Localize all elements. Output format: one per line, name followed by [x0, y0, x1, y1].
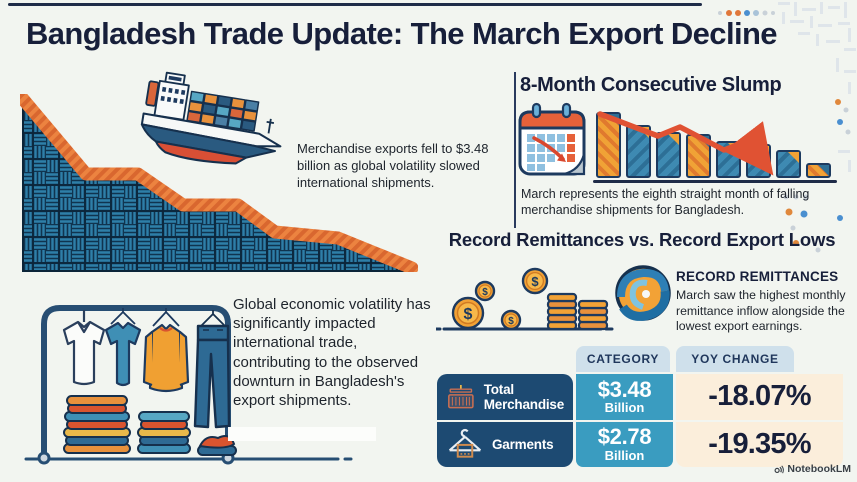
- table-row: Garments: [437, 419, 573, 468]
- table-header-yoy: YOY CHANGE: [676, 346, 794, 372]
- bar: [746, 144, 771, 178]
- decorative-dots: [718, 10, 851, 253]
- svg-text:$: $: [531, 274, 539, 289]
- bar: [776, 150, 801, 178]
- table-column-values: $3.48 Billion $2.78 Billion: [576, 374, 673, 467]
- table-cell-value: $3.48 Billion: [576, 374, 673, 420]
- watermark: NotebookLM: [773, 463, 851, 475]
- calendar-decline-icon: [518, 102, 586, 176]
- bar: [596, 112, 621, 178]
- slump-caption: March represents the eighth straight mon…: [521, 187, 810, 218]
- table-column-yoy: -18.07% -19.35%: [676, 374, 843, 467]
- background-patch: [228, 427, 376, 441]
- declining-bar-chart: [596, 108, 834, 178]
- remittance-card-title: RECORD REMITTANCES: [676, 269, 839, 284]
- export-caption: Merchandise exports fell to $3.48 billio…: [297, 141, 489, 190]
- trade-table: CATEGORY YOY CHANGE Total Merchandise: [437, 346, 843, 468]
- shipping-container-icon: [448, 384, 474, 409]
- svg-text:$: $: [508, 316, 514, 327]
- declining-textile-area-graphic: [20, 94, 418, 272]
- table-cell-yoy: -18.07%: [676, 374, 843, 420]
- table-header-category: CATEGORY: [576, 346, 670, 372]
- value-unit: Billion: [604, 447, 645, 463]
- remittance-heading: Record Remittances vs. Record Export Low…: [448, 229, 836, 250]
- section-divider: [514, 72, 516, 228]
- clothes-hanger-icon: [448, 429, 482, 458]
- coins-icon: $ $ $ $: [436, 267, 614, 331]
- bar: [716, 141, 741, 178]
- wave-icon: [615, 265, 671, 321]
- notebooklm-logo-icon: [774, 465, 785, 473]
- svg-text:$: $: [464, 306, 473, 323]
- bar: [686, 134, 711, 178]
- volatility-caption: Global economic volatility has significa…: [233, 296, 431, 409]
- page-title: Bangladesh Trade Update: The March Expor…: [26, 16, 778, 51]
- chart-baseline: [593, 180, 837, 183]
- bar: [806, 163, 831, 178]
- svg-text:$: $: [482, 287, 488, 298]
- table-cell-yoy: -19.35%: [676, 419, 843, 468]
- table-cell-value: $2.78 Billion: [576, 419, 673, 468]
- yoy-value: -18.07%: [708, 380, 811, 413]
- watermark-label: NotebookLM: [787, 463, 851, 475]
- clothing-rack-icon: [24, 305, 353, 465]
- remittance-card-text: March saw the highest monthly remittance…: [676, 288, 846, 334]
- bar: [656, 132, 681, 178]
- table-column-labels: Total Merchandise Garments: [437, 374, 573, 467]
- table-row-label: Garments: [492, 436, 554, 452]
- value-unit: Billion: [604, 400, 645, 416]
- table-row-label: Total Merchandise: [483, 381, 565, 412]
- top-border-line: [8, 3, 702, 6]
- yoy-value: -19.35%: [708, 427, 811, 460]
- circuit-pattern-decoration: [718, 2, 856, 253]
- container-ship-icon: [140, 71, 282, 165]
- slump-heading: 8-Month Consecutive Slump: [520, 74, 782, 96]
- value-amount: $3.48: [597, 376, 652, 402]
- bar: [626, 125, 651, 178]
- value-amount: $2.78: [597, 424, 652, 450]
- table-row: Total Merchandise: [437, 374, 573, 420]
